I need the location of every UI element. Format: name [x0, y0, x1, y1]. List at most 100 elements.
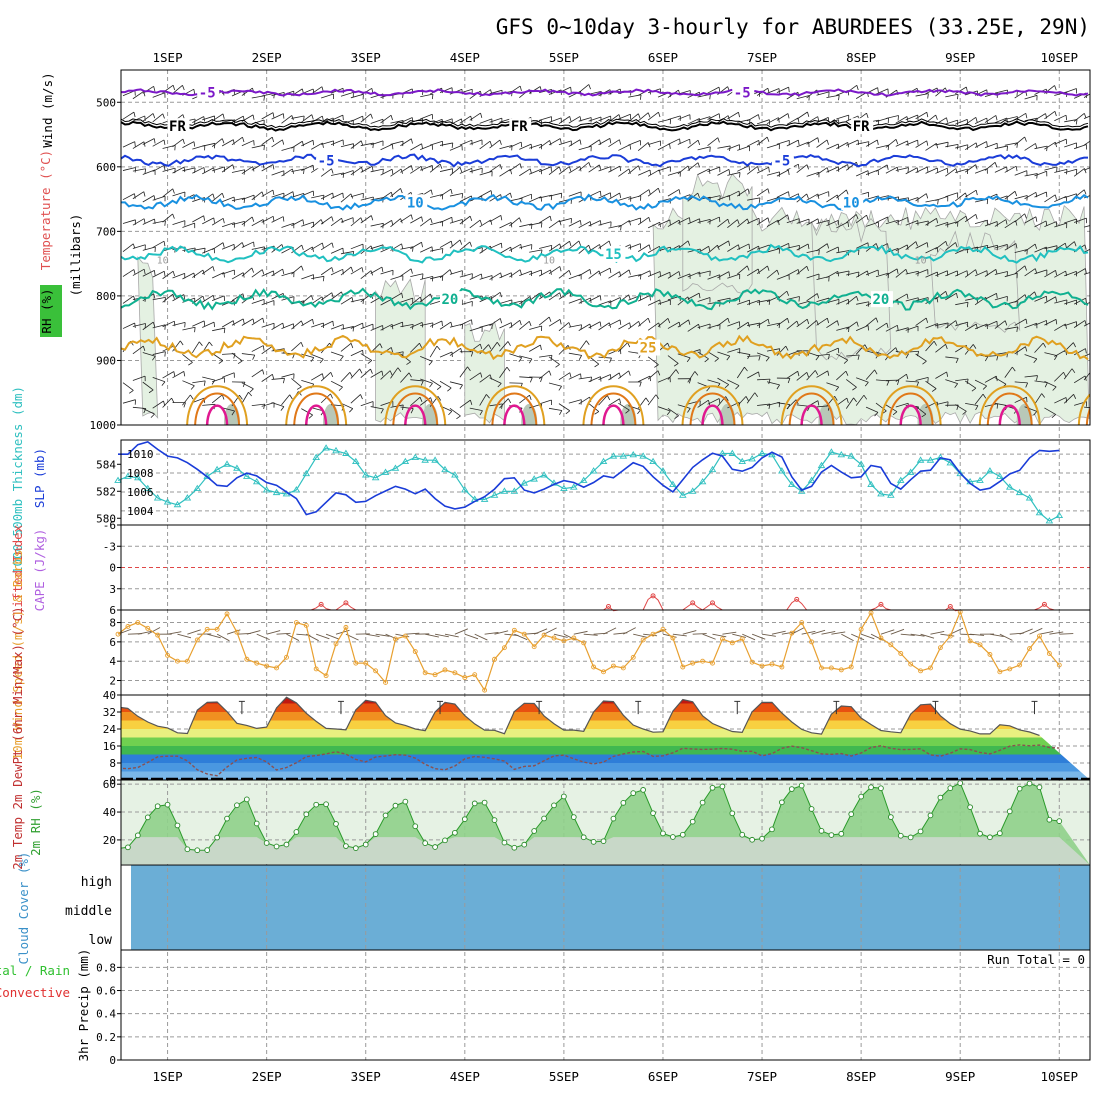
wind-barb: [489, 403, 503, 407]
wind-barb: [712, 633, 727, 638]
wind-barb-feather: [966, 302, 969, 308]
y-tick-label: 40: [103, 689, 116, 702]
wind-barb: [915, 377, 929, 381]
y-tick-label: 6: [109, 636, 116, 649]
rh-point: [253, 820, 260, 827]
wind-barb-feather: [239, 395, 243, 400]
wind-barb: [935, 290, 946, 300]
wind-barb: [548, 266, 561, 275]
rh-point: [382, 812, 389, 819]
wind-barb: [301, 139, 314, 147]
wind-barb: [301, 408, 313, 416]
y-tick-label: 32: [103, 706, 116, 719]
wind-barb: [1064, 142, 1077, 148]
wind-barb: [162, 167, 176, 172]
wind-barb: [390, 140, 404, 145]
wind-barb-feather: [190, 385, 195, 390]
rh-point: [471, 800, 478, 807]
wind-barb-feather: [798, 245, 800, 251]
wind-barb: [499, 322, 512, 329]
wind-barb-feather: [370, 215, 374, 221]
wind-barb: [400, 165, 412, 173]
wind-barb: [573, 630, 588, 635]
wind-barb-feather: [1024, 136, 1027, 142]
wind-barb-feather: [768, 167, 770, 173]
rh-point: [1026, 781, 1033, 787]
wind-barb: [429, 379, 442, 387]
wind-barb: [380, 323, 393, 331]
wind-barb: [1054, 349, 1066, 357]
wind-barb: [410, 296, 421, 306]
wind-barb: [727, 244, 739, 252]
date-label-bottom: 8SEP: [846, 1069, 876, 1084]
wind-barb: [1024, 322, 1037, 329]
wind-barb: [231, 242, 243, 251]
wind-barb: [122, 243, 134, 253]
wind-barb: [657, 376, 671, 383]
wind-barb-feather: [367, 360, 373, 364]
wind-barb: [796, 243, 809, 251]
wind-barb-feather: [390, 192, 394, 198]
wind-barb: [786, 370, 798, 379]
wind-barb: [697, 297, 711, 302]
wind-barb-feather: [915, 241, 918, 247]
wind-barb-feather: [797, 117, 800, 123]
thickness-point: [926, 456, 935, 463]
wind-speed-point: [789, 630, 795, 636]
wind-barb: [756, 119, 770, 125]
thickness-point: [867, 480, 875, 487]
wind-barb-feather: [312, 165, 315, 171]
wind-barb: [350, 140, 362, 149]
wind-barb-feather: [397, 367, 402, 372]
wind-barb: [608, 319, 621, 327]
wind-speed-point: [492, 656, 497, 662]
wind-barb-feather: [469, 241, 473, 247]
y-tick-label: 0: [109, 774, 116, 787]
wind-barb: [687, 218, 700, 225]
wind-barb: [479, 190, 492, 198]
wind-barb-feather: [342, 192, 344, 198]
wind-barb: [558, 217, 572, 223]
wind-barb: [330, 247, 344, 254]
wind-barb: [538, 316, 550, 326]
y-tick-label: 0.2: [96, 1031, 116, 1044]
wind-barb: [746, 166, 758, 175]
wind-barb-feather: [152, 356, 156, 361]
wind-barb: [751, 633, 766, 640]
wind-barb: [251, 317, 263, 326]
wind-barb-feather: [846, 397, 849, 403]
wind-barb: [1044, 245, 1058, 250]
wind-barb: [221, 407, 235, 412]
wind-barb-feather: [1015, 166, 1018, 172]
wind-barb: [826, 246, 839, 253]
wind-barb: [766, 196, 780, 202]
rh-point: [590, 839, 597, 845]
wind-barb: [1064, 193, 1077, 199]
thickness-point: [302, 469, 311, 477]
wind-barb: [241, 353, 255, 356]
isotherm-label: 15: [605, 247, 622, 263]
wind-speed-point: [1046, 651, 1052, 656]
wind-speed-point: [561, 638, 567, 644]
cloud-level-label: high: [81, 875, 112, 890]
wind-barb: [935, 141, 949, 146]
rh-point: [818, 828, 825, 834]
wind-barb-feather: [669, 143, 671, 149]
wind-speed-point: [531, 644, 537, 650]
wind-barb-feather: [232, 320, 235, 326]
wind-barb-feather: [955, 242, 958, 248]
wind-barb-feather: [1036, 375, 1038, 381]
wind-barb-feather: [785, 345, 789, 351]
rh-point: [333, 821, 339, 827]
wind-barb: [856, 377, 869, 383]
wind-barb: [251, 298, 265, 304]
wind-barb: [657, 271, 671, 278]
wind-barb-feather: [996, 403, 999, 409]
wind-barb: [459, 399, 471, 409]
wind-barb: [221, 139, 234, 147]
wind-barb: [836, 270, 850, 274]
wind-barb: [320, 216, 332, 225]
wind-barb-feather: [389, 370, 393, 376]
wind-barb: [816, 405, 830, 408]
wind-barb: [429, 345, 438, 358]
